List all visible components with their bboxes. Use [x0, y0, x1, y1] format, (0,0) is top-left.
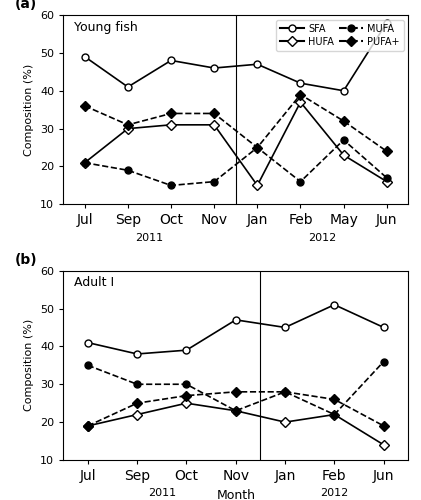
Text: (a): (a): [15, 0, 37, 11]
Text: 2011: 2011: [136, 233, 163, 243]
X-axis label: Month: Month: [216, 488, 255, 500]
Text: (b): (b): [15, 253, 37, 267]
Text: 2012: 2012: [308, 233, 336, 243]
Y-axis label: Composition (%): Composition (%): [24, 319, 35, 412]
Text: Adult I: Adult I: [74, 276, 114, 289]
Text: 2012: 2012: [320, 488, 349, 498]
Legend: SFA, HUFA, MUFA, PUFA+: SFA, HUFA, MUFA, PUFA+: [276, 20, 403, 50]
Text: Young fish: Young fish: [74, 20, 137, 34]
Text: 2011: 2011: [148, 488, 176, 498]
Y-axis label: Composition (%): Composition (%): [24, 64, 35, 156]
